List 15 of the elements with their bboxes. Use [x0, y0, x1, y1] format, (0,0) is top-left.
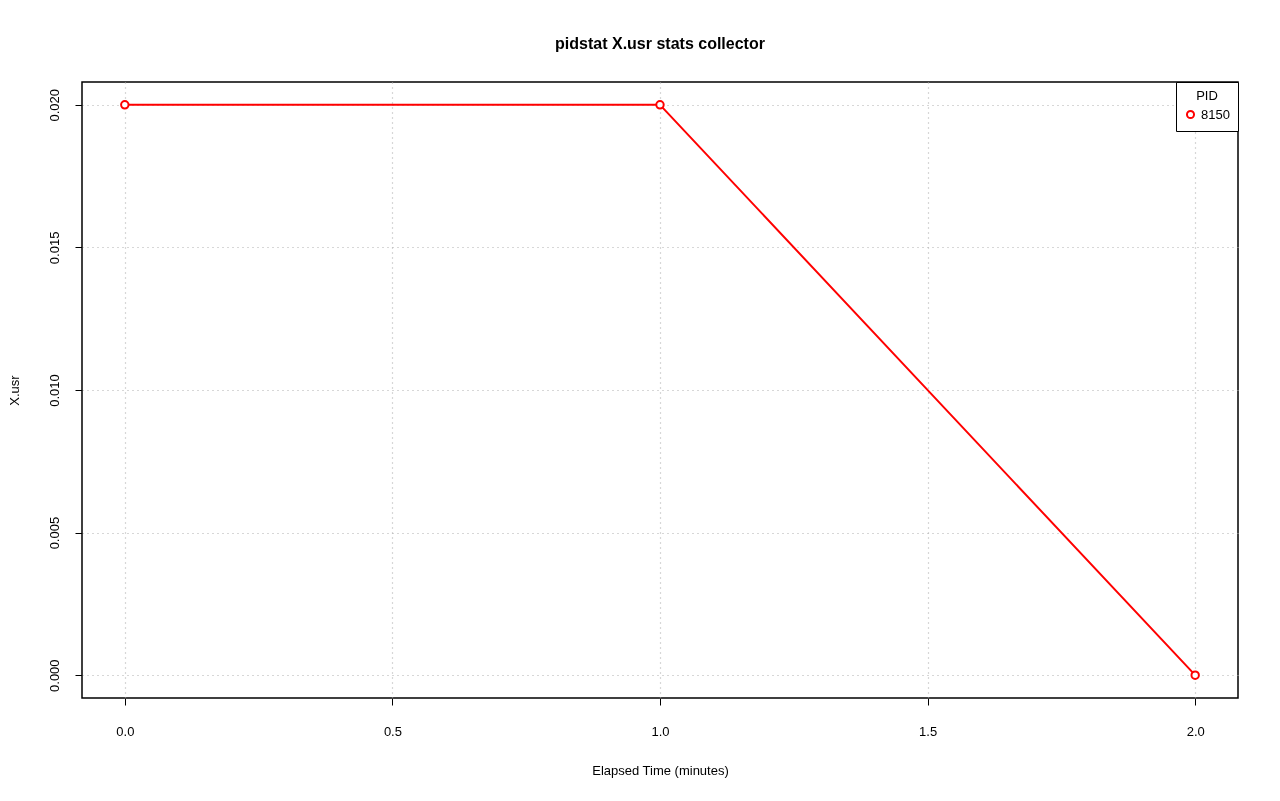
x-axis-title: Elapsed Time (minutes): [592, 762, 729, 778]
y-tick-label: 0.010: [46, 374, 62, 407]
x-tick-label: 0.0: [116, 723, 135, 739]
x-tick-label: 2.0: [1186, 723, 1205, 739]
y-tick-label: 0.020: [46, 89, 62, 122]
legend-title: PID: [1196, 88, 1218, 103]
y-tick-label: 0.005: [46, 516, 62, 550]
chart-title: pidstat X.usr stats collector: [555, 34, 765, 52]
y-tick-label: 0.015: [46, 231, 62, 265]
y-tick-label: 0.000: [46, 659, 62, 692]
legend-label: 8150: [1201, 106, 1230, 122]
x-tick-label: 0.5: [383, 723, 402, 739]
y-axis-title: X.usr: [6, 374, 22, 406]
x-tick-label: 1.0: [651, 723, 670, 739]
x-tick-label: 1.5: [919, 723, 938, 739]
